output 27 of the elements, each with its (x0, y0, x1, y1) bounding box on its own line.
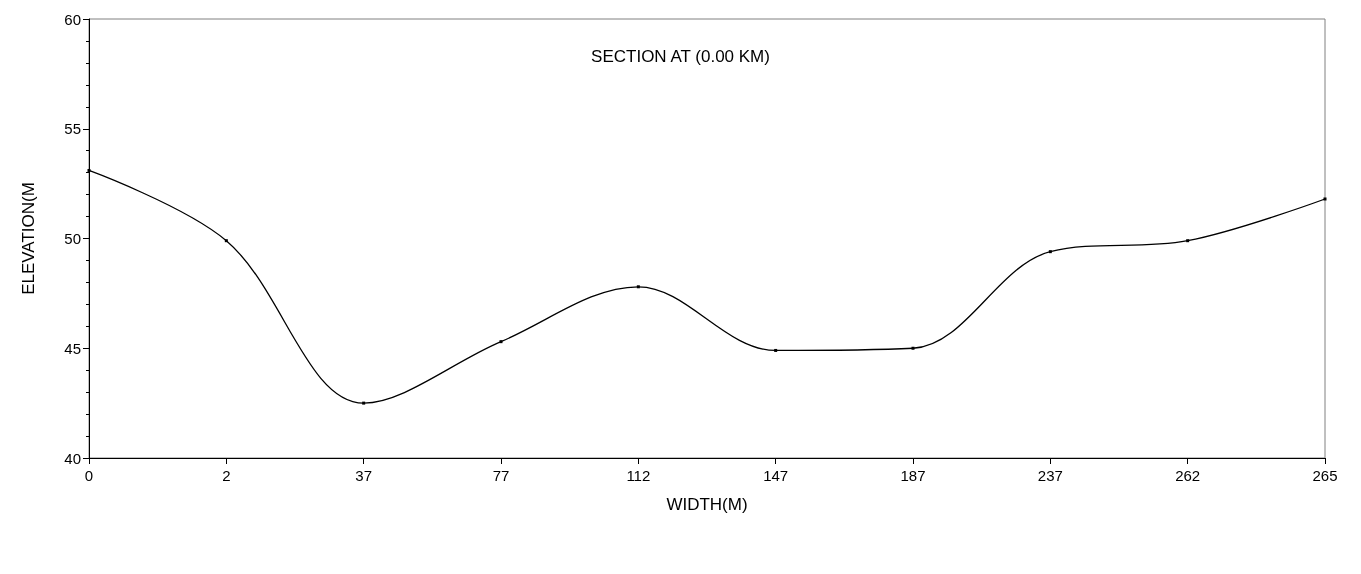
point (911, 346, 915, 350)
x-tick-label: 37 (355, 467, 373, 484)
point (774, 348, 778, 352)
x-tick-label: 2 (222, 467, 231, 484)
x-tick-label: 187 (900, 467, 926, 484)
y-axis-title: ELEVATION(M (19, 182, 38, 295)
y-tick-label: 60 (64, 10, 81, 28)
x-tick-label: 265 (1312, 467, 1338, 484)
y-tick-label: 45 (64, 339, 81, 357)
text: SECTION AT (0.00 KM) (591, 47, 770, 66)
x-tick-label: 147 (763, 467, 789, 484)
point (224, 239, 228, 243)
x-axis-title: WIDTH(M) (666, 495, 748, 514)
point (1323, 197, 1327, 201)
x-tick-label: 0 (84, 467, 94, 484)
point (1186, 239, 1190, 243)
point (636, 285, 640, 289)
x-tick-label: 112 (626, 467, 651, 484)
y-tick-label: 55 (64, 120, 81, 138)
x-tick-label: 77 (492, 467, 510, 484)
y-tick-label: 40 (64, 449, 81, 467)
x-tick-label: 262 (1175, 467, 1201, 484)
point (362, 401, 366, 405)
y-tick-label: 50 (64, 230, 81, 247)
point (499, 340, 503, 344)
point (1048, 250, 1052, 254)
x-tick-label: 237 (1037, 467, 1063, 484)
